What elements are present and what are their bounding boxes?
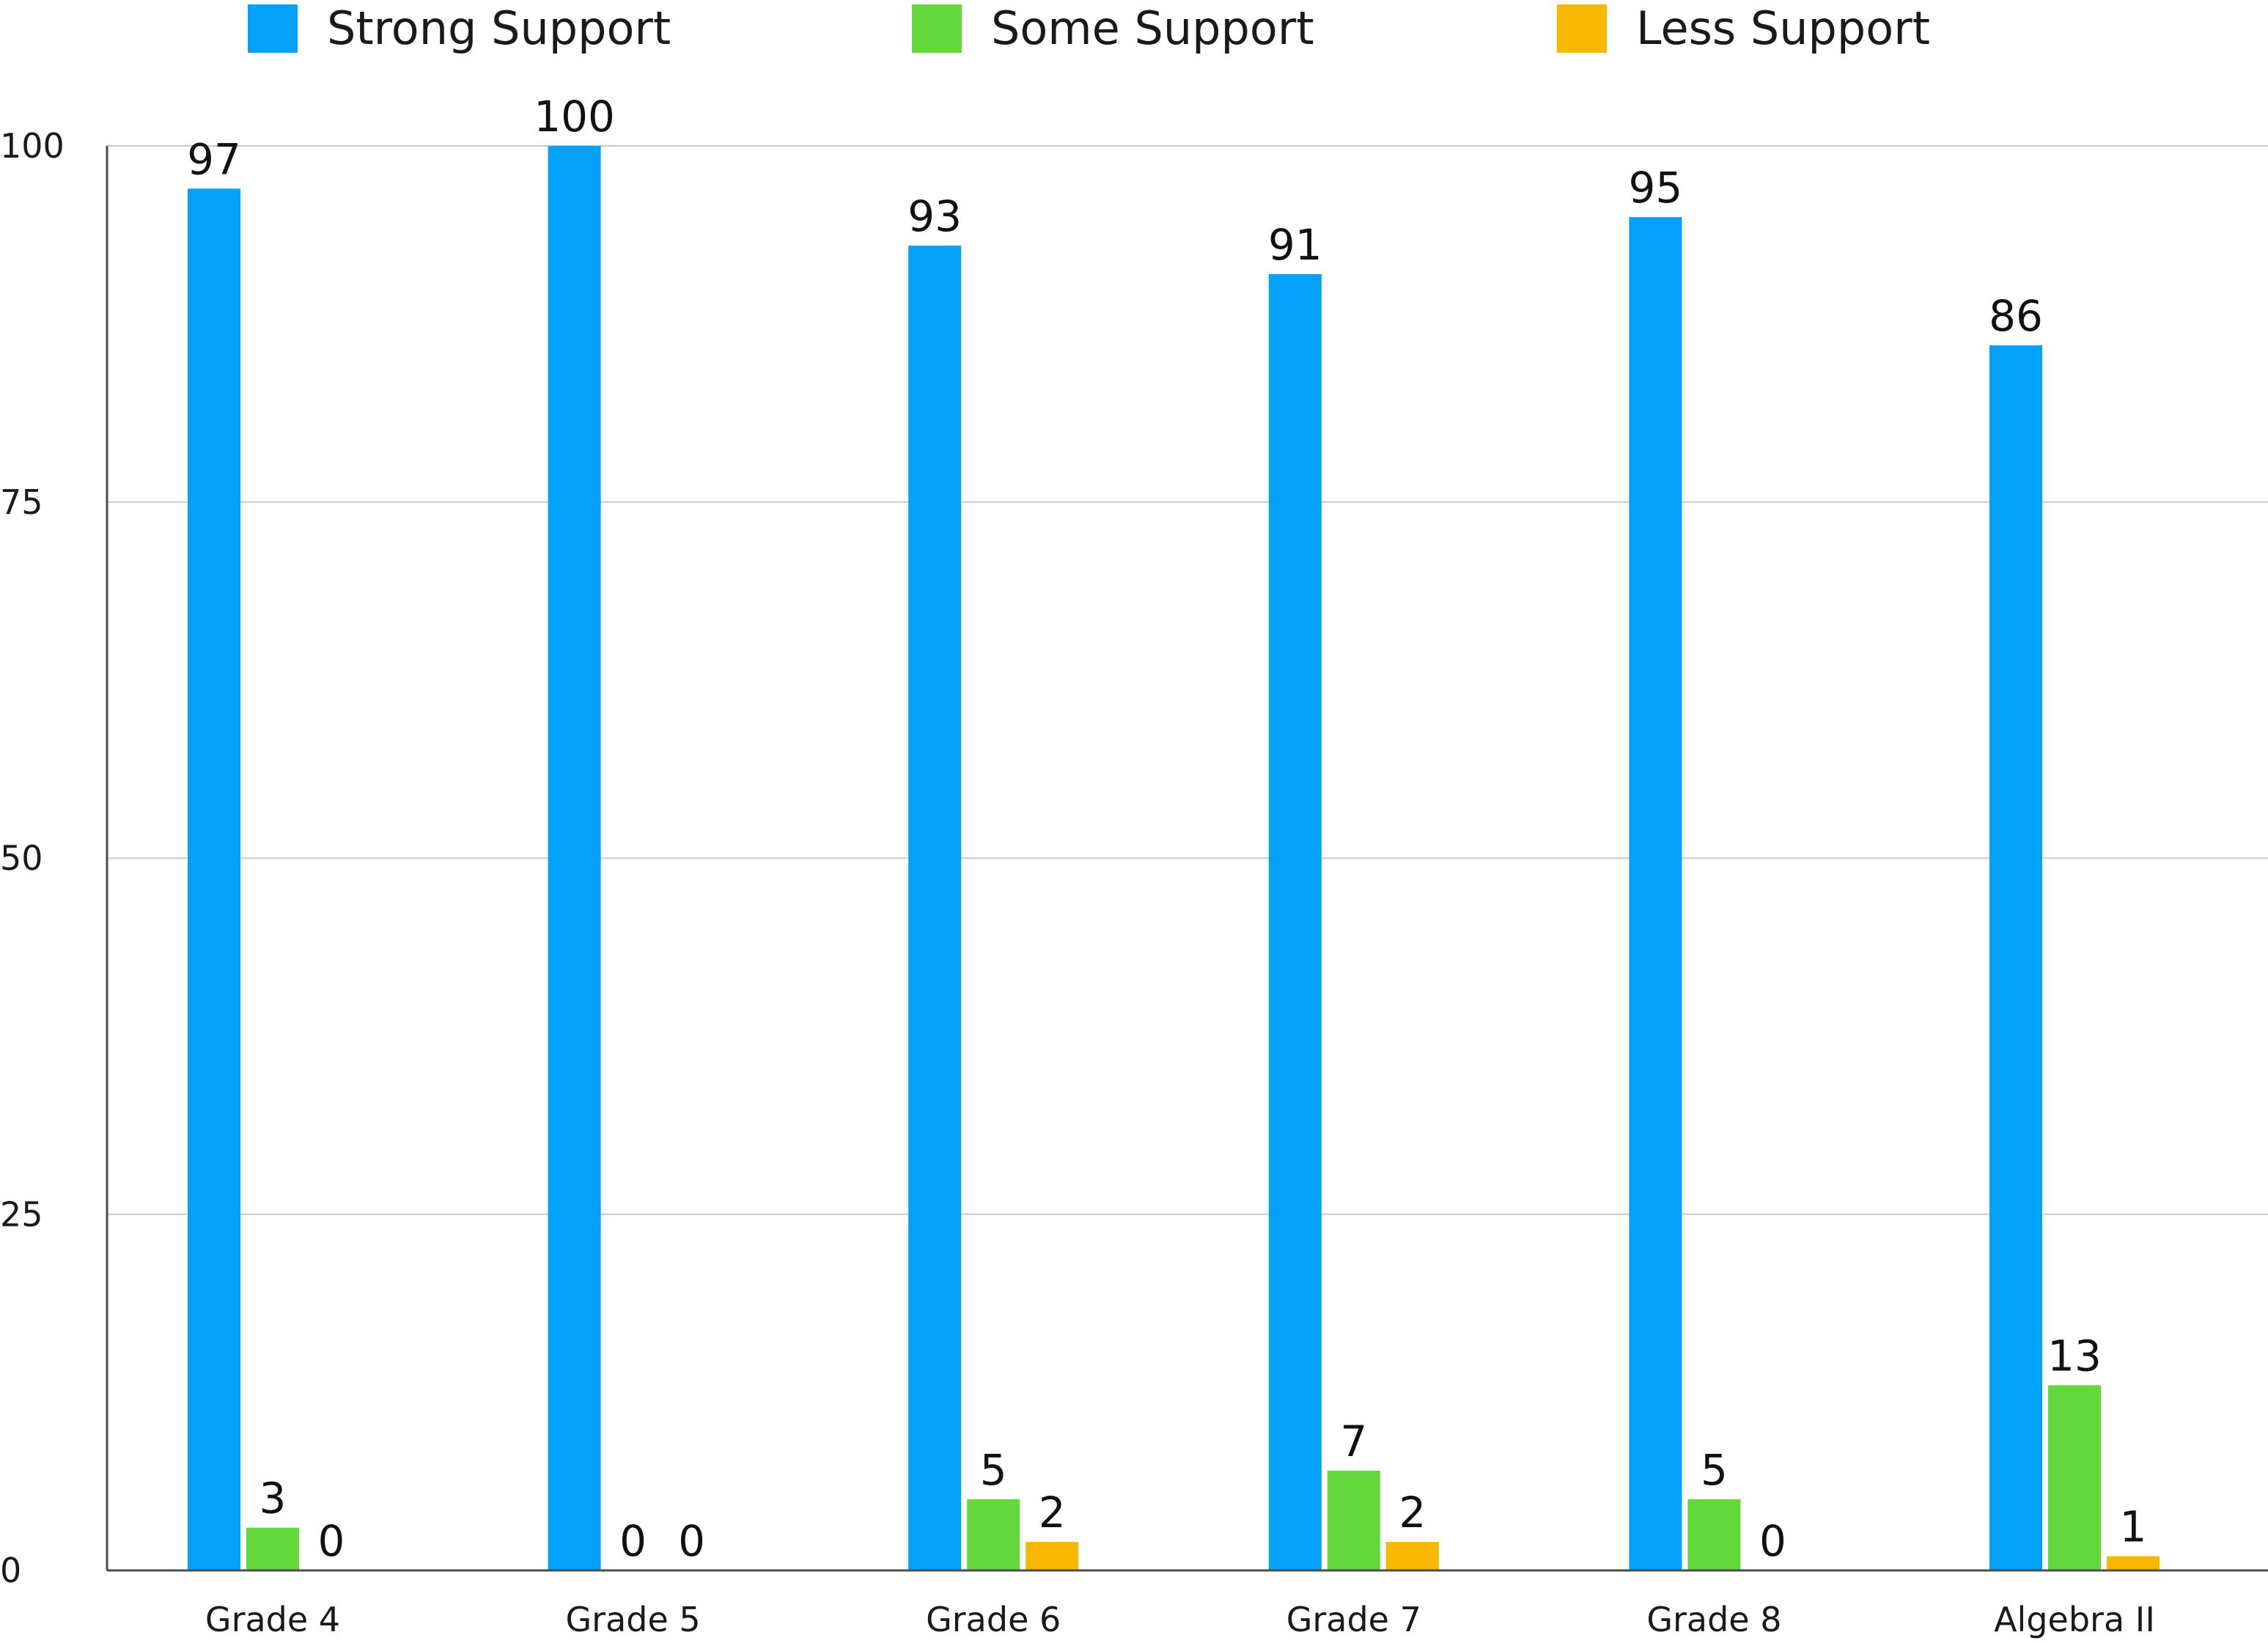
category-label-grade-5: Grade 5 <box>566 1600 701 1639</box>
legend-swatch-less-support <box>1557 4 1607 53</box>
bar-grade-6-less-support <box>1026 1542 1079 1570</box>
category-label-grade-7: Grade 7 <box>1286 1600 1421 1639</box>
bar-algebra-ii-less-support <box>2107 1556 2160 1570</box>
bar-grade-7-less-support <box>1385 1542 1439 1570</box>
bar-algebra-ii-strong-support <box>1989 345 2042 1570</box>
gridlines <box>107 145 2268 1216</box>
y-tick-label-0: 0 <box>0 1551 21 1590</box>
legend-label-less-support: Less Support <box>1636 1 1930 55</box>
data-label-grade-4-some-support: 3 <box>259 1474 287 1523</box>
category-label-algebra-ii: Algebra II <box>1994 1600 2155 1639</box>
legend-swatch-strong-support <box>248 4 298 53</box>
legend-swatch-some-support <box>912 4 962 53</box>
data-label-grade-6-strong-support: 93 <box>907 191 962 241</box>
data-label-algebra-ii-strong-support: 86 <box>1989 291 2043 341</box>
data-label-grade-5-some-support: 0 <box>619 1516 647 1566</box>
y-tick-label-100: 100 <box>0 126 65 166</box>
bar-grade-8-strong-support <box>1629 217 1682 1570</box>
data-label-grade-8-strong-support: 95 <box>1628 163 1682 213</box>
bar-grade-7-strong-support <box>1268 273 1322 1570</box>
bar-algebra-ii-some-support <box>2048 1385 2101 1570</box>
legend: Strong Support Some Support Less Support <box>248 1 1930 55</box>
y-axis-ticks: 0 25 50 75 100 <box>0 126 65 1590</box>
category-label-grade-8: Grade 8 <box>1646 1600 1781 1639</box>
data-label-grade-5-less-support: 0 <box>678 1516 705 1566</box>
bar-grade-6-some-support <box>967 1499 1020 1570</box>
data-label-algebra-ii-less-support: 1 <box>2120 1502 2147 1552</box>
y-tick-label-25: 25 <box>0 1194 43 1234</box>
data-label-grade-8-less-support: 0 <box>1759 1516 1786 1566</box>
category-label-grade-4: Grade 4 <box>205 1600 340 1639</box>
bar-grade-4-strong-support <box>188 188 240 1570</box>
bar-grade-5-strong-support <box>548 146 601 1570</box>
bar-grade-4-some-support <box>246 1527 299 1570</box>
bar-grade-7-some-support <box>1327 1470 1380 1570</box>
data-label-grade-4-strong-support: 97 <box>187 134 241 184</box>
legend-label-some-support: Some Support <box>991 1 1314 55</box>
axes <box>106 146 2268 1572</box>
bar-grade-6-strong-support <box>908 246 962 1570</box>
category-label-grade-6: Grade 6 <box>926 1600 1061 1639</box>
data-label-grade-5-strong-support: 100 <box>534 92 615 141</box>
bar-grade-8-some-support <box>1687 1499 1741 1570</box>
data-label-grade-6-some-support: 5 <box>980 1445 1007 1495</box>
bars <box>188 146 2160 1570</box>
legend-label-strong-support: Strong Support <box>327 1 671 55</box>
y-tick-label-50: 50 <box>0 839 43 878</box>
data-label-grade-7-less-support: 2 <box>1399 1488 1426 1537</box>
data-label-grade-7-strong-support: 91 <box>1268 220 1322 270</box>
data-label-grade-7-some-support: 7 <box>1340 1416 1367 1466</box>
x-axis-categories: Grade 4 Grade 5 Grade 6 Grade 7 Grade 8 Algeb… <box>205 1600 2155 1639</box>
data-label-grade-6-less-support: 2 <box>1039 1488 1066 1537</box>
data-label-grade-8-some-support: 5 <box>1701 1445 1728 1495</box>
data-label-algebra-ii-some-support: 13 <box>2047 1331 2102 1381</box>
y-tick-label-75: 75 <box>0 482 43 522</box>
data-label-grade-4-less-support: 0 <box>318 1516 345 1566</box>
